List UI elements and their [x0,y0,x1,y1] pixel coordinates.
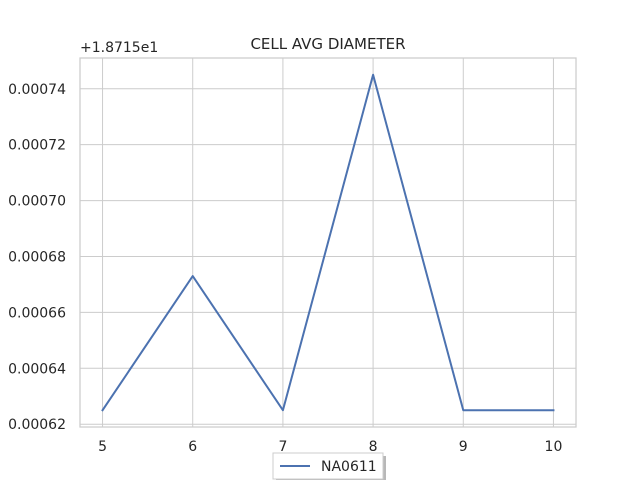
x-tick-label: 8 [369,439,378,455]
y-tick-labels: 0.00062 0.00064 0.00066 0.00068 0.00070 0.000… [8,82,66,433]
y-tick-label: 0.00074 [8,82,66,98]
y-tick-label: 0.00062 [8,417,66,433]
x-tick-labels: 5 6 7 8 9 10 [98,439,562,455]
y-tick-label: 0.00064 [8,361,66,377]
x-gridlines [102,58,554,427]
y-gridlines [80,88,576,425]
x-tick-label: 5 [98,439,107,455]
x-tick-label: 9 [459,439,468,455]
y-tick-label: 0.00068 [8,249,66,265]
x-tick-label: 7 [278,439,287,455]
y-tick-label: 0.00066 [8,305,66,321]
legend-box [272,452,384,480]
x-tick-label: 6 [188,439,197,455]
legend-series-label: NA0611 [321,459,377,475]
legend: NA0611 [272,452,386,480]
series-layer [101,73,555,412]
chart-title: CELL AVG DIAMETER [250,35,405,53]
y-tick-label: 0.00072 [8,138,66,154]
series-line [101,73,555,412]
x-tick-label: 10 [545,439,563,455]
y-tick-label: 0.00070 [8,194,66,210]
y-offset-text: +1.8715e1 [80,40,158,56]
plot-frame [79,57,577,428]
